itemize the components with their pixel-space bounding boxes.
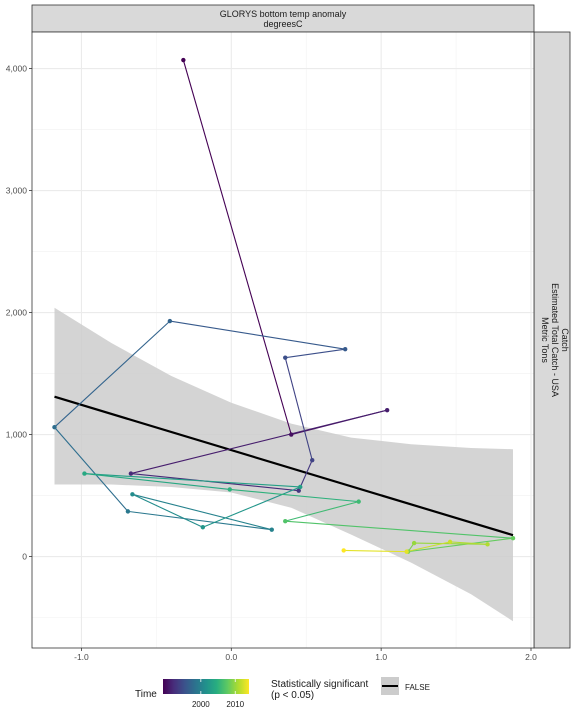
- data-point: [130, 492, 135, 497]
- path-segment: [182, 59, 292, 435]
- path-segment: [54, 320, 171, 428]
- right-strip-line-3: Metric Tons: [540, 317, 550, 363]
- data-point: [52, 425, 57, 430]
- data-point: [485, 542, 490, 547]
- data-point: [510, 536, 516, 541]
- data-point: [356, 499, 361, 504]
- data-point: [289, 432, 294, 437]
- legend-sig-title-2: (p < 0.05): [271, 690, 314, 701]
- path-segment: [285, 501, 359, 522]
- path-segment: [84, 473, 301, 488]
- path-segment: [84, 473, 230, 490]
- data-point: [200, 525, 206, 530]
- confidence-band: [54, 307, 513, 622]
- path-segment: [408, 537, 514, 553]
- data-point: [384, 407, 390, 413]
- path-segment: [406, 541, 451, 553]
- legend-significance: Statistically significant (p < 0.05) FAL…: [271, 677, 430, 701]
- data-point: [341, 548, 346, 553]
- data-point: [181, 57, 186, 63]
- legend-time-title: Time: [135, 689, 157, 700]
- data-point: [283, 355, 288, 360]
- data-point: [82, 471, 87, 476]
- data-point: [125, 509, 131, 514]
- right-strip-line-2: Estimated Total Catch - USA: [550, 283, 560, 397]
- data-point: [283, 518, 288, 524]
- path-segment: [127, 510, 272, 531]
- path-segment: [132, 493, 204, 528]
- path-segment: [450, 541, 488, 545]
- right-strip: [533, 31, 571, 649]
- data-point: [269, 527, 274, 532]
- legend-colorbar: [163, 679, 249, 694]
- path-segment: [54, 426, 129, 512]
- data-point: [227, 487, 233, 492]
- plot-border: [31, 31, 535, 649]
- y-axis: 0 1,000 2,000 3,000 4,000: [6, 64, 32, 562]
- path-segment: [343, 549, 407, 553]
- top-strip-line-2: degreesC: [263, 19, 303, 29]
- data-point: [128, 471, 134, 476]
- data-point: [167, 318, 173, 324]
- legend-colorbar-ticks: 2000 2010: [192, 679, 245, 709]
- data-point: [310, 457, 315, 463]
- y-tick-label: 0: [22, 552, 27, 562]
- x-tick-label: 1.0: [375, 652, 387, 662]
- y-tick-label: 2,000: [6, 308, 28, 318]
- top-strip: [31, 4, 535, 33]
- right-strip-line-1: Catch: [560, 328, 570, 352]
- path-segment: [132, 493, 272, 531]
- y-tick-label: 1,000: [6, 430, 28, 440]
- colorbar-tick-label: 2010: [226, 700, 244, 709]
- data-point: [411, 540, 417, 546]
- x-axis: -1.0 0.0 1.0 2.0: [74, 648, 537, 662]
- x-tick-label: -1.0: [74, 652, 89, 662]
- data-point: [298, 484, 303, 490]
- data-point: [342, 346, 348, 352]
- legend-sig-label: FALSE: [405, 683, 430, 692]
- time-path: [54, 59, 514, 553]
- path-segment: [285, 520, 514, 539]
- path-segment: [169, 320, 346, 350]
- data-point: [447, 539, 453, 545]
- legend-sig-title-1: Statistically significant: [271, 679, 368, 690]
- path-segment: [229, 488, 359, 503]
- x-tick-label: 0.0: [225, 652, 237, 662]
- colorbar-tick-label: 2000: [192, 700, 210, 709]
- path-segment: [202, 486, 301, 528]
- path-segment: [284, 357, 313, 461]
- trend-line: [54, 395, 514, 537]
- legend-time: Time 2000 2010: [135, 679, 249, 709]
- y-tick-label: 4,000: [6, 64, 28, 74]
- path-segment: [130, 409, 388, 475]
- data-point: [404, 549, 409, 554]
- top-strip-line-1: GLORYS bottom temp anomaly: [220, 9, 347, 19]
- x-tick-label: 2.0: [525, 652, 537, 662]
- y-tick-label: 3,000: [6, 186, 28, 196]
- path-segment: [285, 348, 346, 359]
- data-points: [52, 57, 516, 554]
- data-point: [296, 488, 301, 493]
